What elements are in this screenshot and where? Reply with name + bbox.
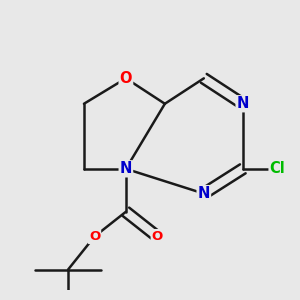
Text: N: N [120,161,132,176]
Text: N: N [198,186,210,201]
Text: O: O [120,71,132,86]
Text: O: O [152,230,163,243]
Text: Cl: Cl [270,161,285,176]
Text: N: N [237,96,249,111]
Text: O: O [89,230,100,243]
